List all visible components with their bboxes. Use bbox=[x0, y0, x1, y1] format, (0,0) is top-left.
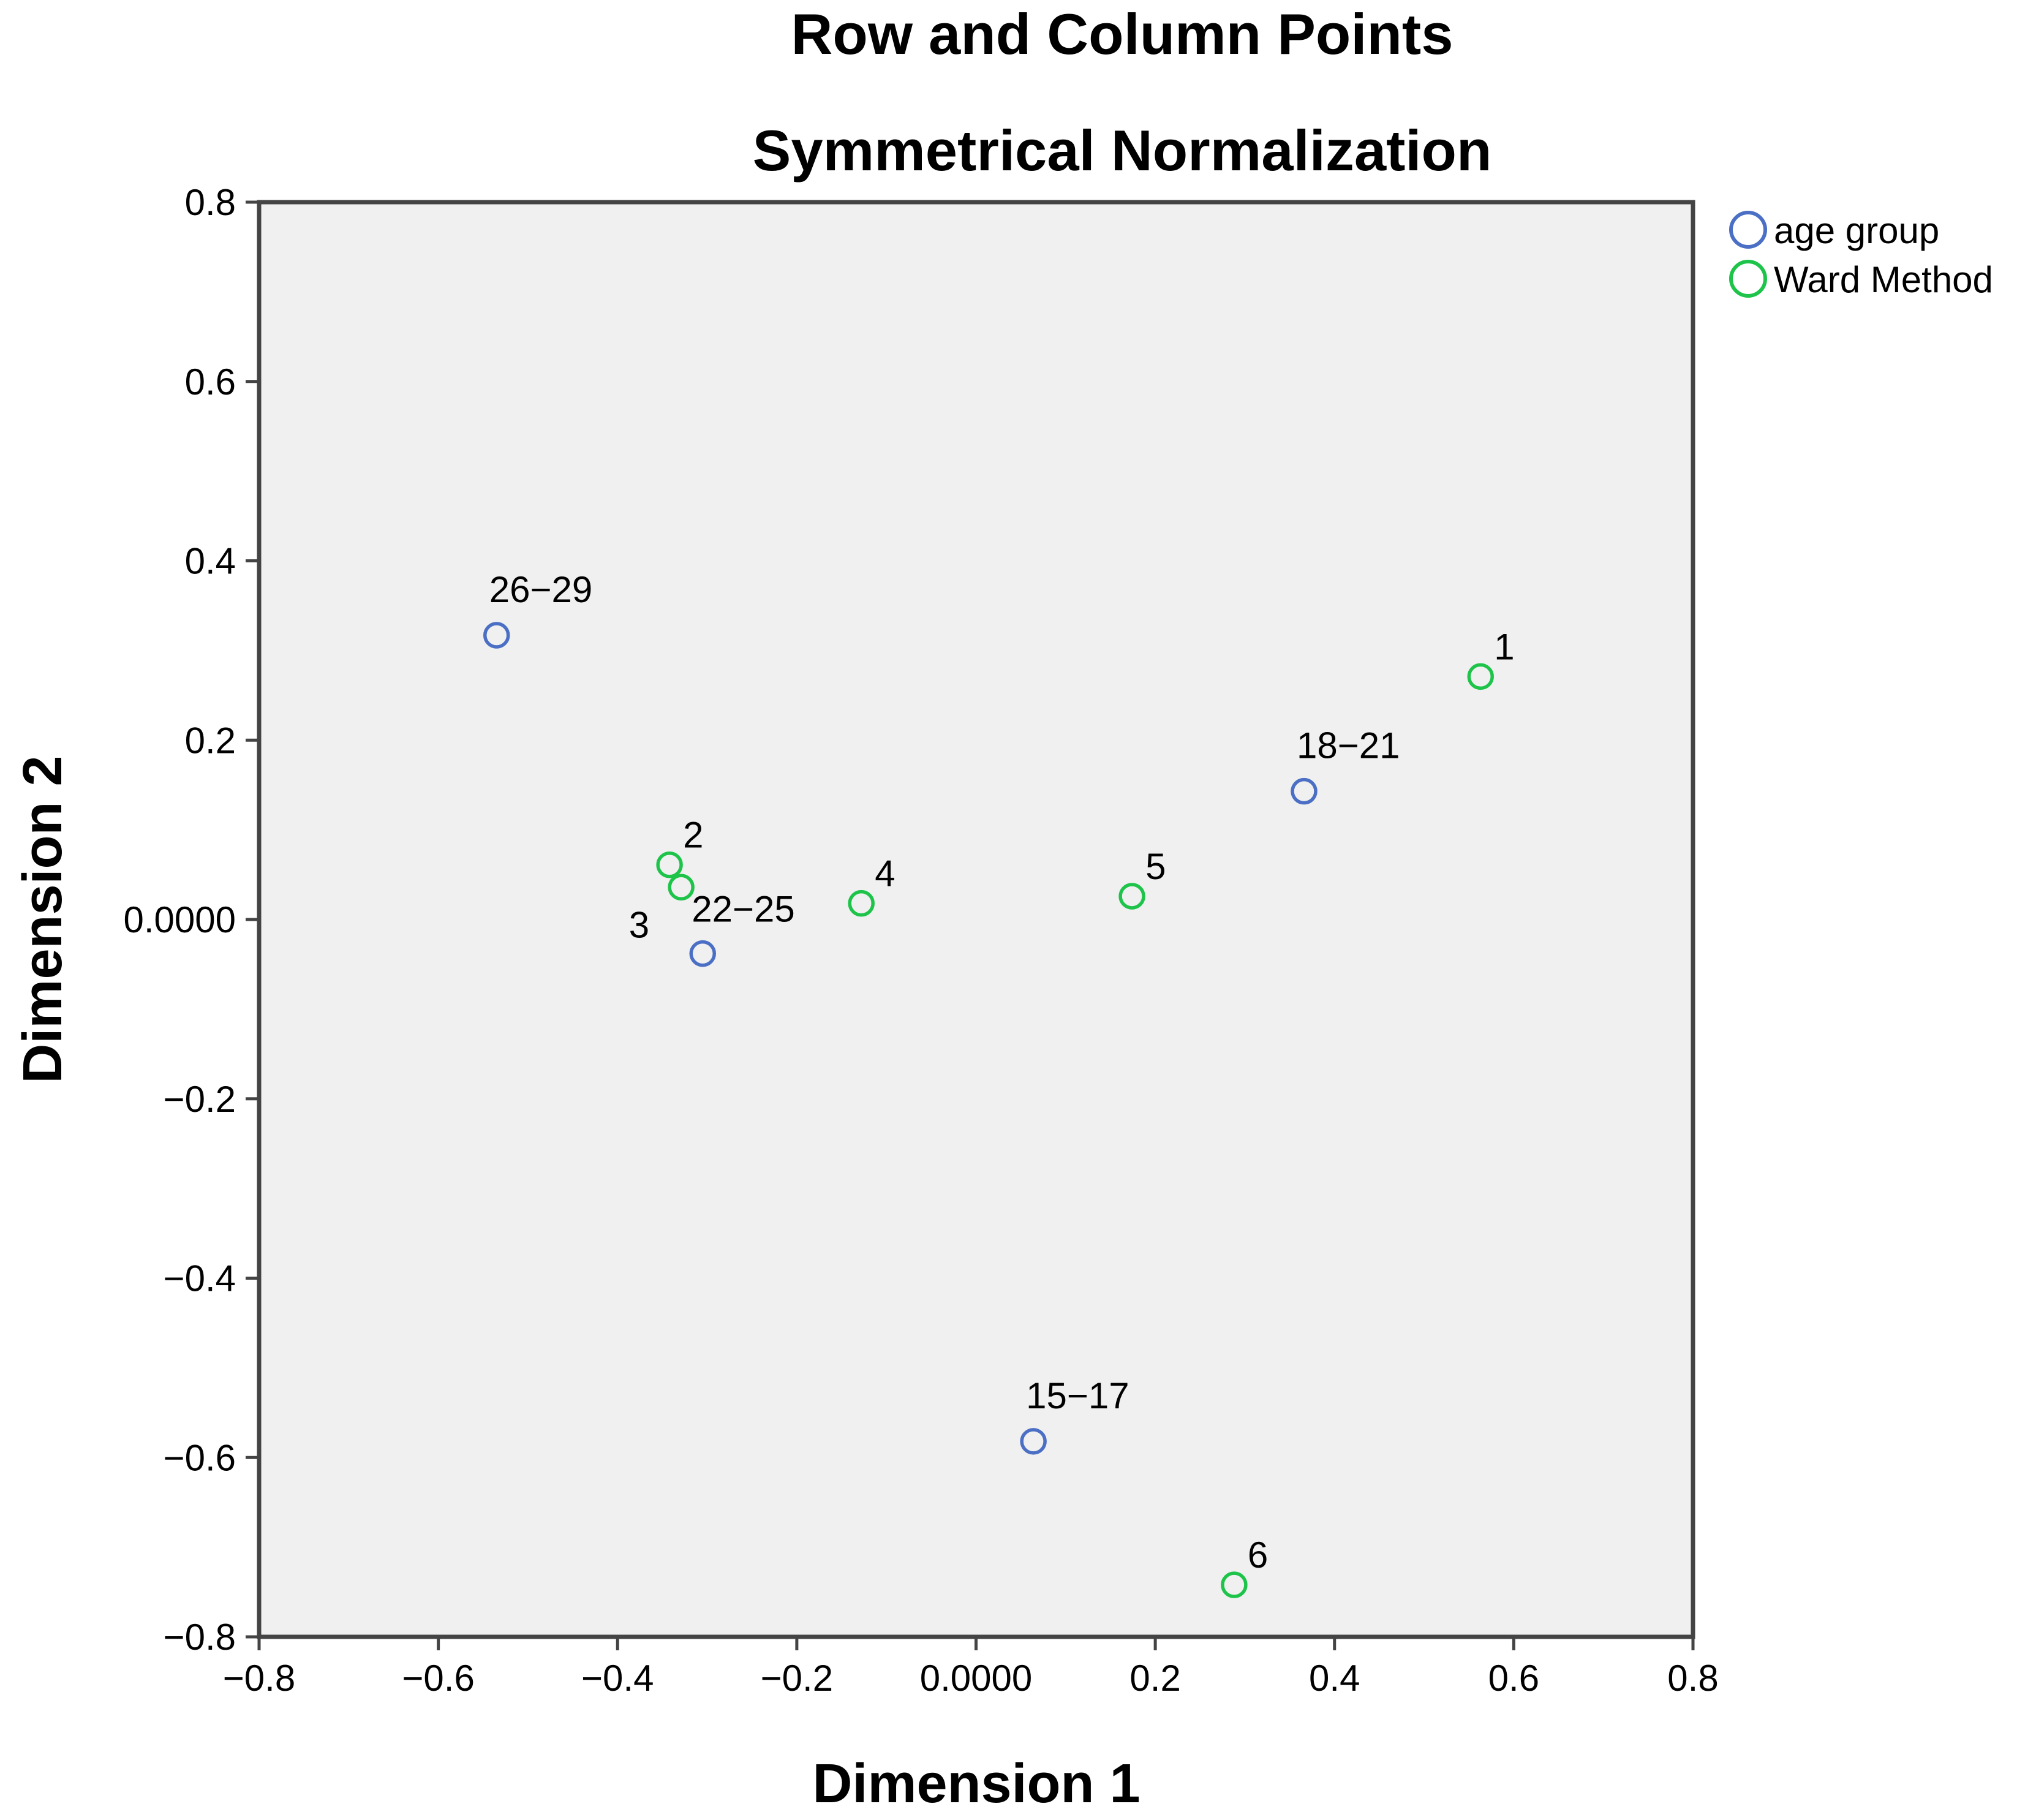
x-tick-label: −0.2 bbox=[761, 1658, 833, 1699]
point-label: 3 bbox=[629, 904, 649, 945]
y-axis-label: Dimension 2 bbox=[12, 755, 74, 1083]
legend-marker bbox=[1729, 260, 1767, 298]
x-tick-label: 0.8 bbox=[1667, 1658, 1718, 1699]
point-label: 22−25 bbox=[692, 889, 795, 930]
data-point bbox=[1467, 663, 1494, 690]
plot-area bbox=[257, 200, 1695, 1639]
data-points: 26−29 18−21 22−25 15−17 1 2 3 4 5 6 bbox=[483, 569, 1515, 1598]
data-point bbox=[483, 622, 510, 649]
y-tick-label: −0.8 bbox=[164, 1617, 236, 1658]
x-tick-label: 0.2 bbox=[1129, 1658, 1180, 1699]
x-tick-label: −0.6 bbox=[402, 1658, 474, 1699]
legend: age group Ward Method bbox=[1729, 210, 1993, 300]
x-axis-label: Dimension 1 bbox=[812, 1753, 1140, 1814]
data-point bbox=[848, 889, 875, 917]
x-tick-label: −0.4 bbox=[581, 1658, 654, 1699]
y-tick-label: 0.6 bbox=[185, 361, 236, 402]
y-tick-label: 0.4 bbox=[185, 541, 236, 582]
y-tick-label: −0.6 bbox=[164, 1437, 236, 1478]
data-point bbox=[1291, 777, 1318, 805]
point-label: 4 bbox=[875, 853, 895, 894]
legend-label: age group bbox=[1774, 210, 1939, 251]
x-tick-label: 0.0000 bbox=[920, 1658, 1033, 1699]
data-point bbox=[689, 940, 716, 967]
data-point bbox=[1020, 1428, 1047, 1455]
point-label: 26−29 bbox=[489, 569, 593, 610]
x-axis: −0.8 −0.6 −0.4 −0.2 0.0000 0.2 0.4 0.6 0.8 bbox=[223, 1637, 1719, 1699]
data-point bbox=[668, 874, 695, 901]
point-label: 5 bbox=[1145, 846, 1166, 887]
point-label: 1 bbox=[1494, 626, 1514, 667]
chart-title: Row and Column Points bbox=[791, 2, 1453, 66]
legend-label: Ward Method bbox=[1774, 259, 1993, 300]
point-label: 2 bbox=[683, 815, 703, 856]
y-tick-label: 0.2 bbox=[185, 720, 236, 761]
data-point bbox=[1118, 883, 1145, 910]
legend-marker bbox=[1729, 211, 1767, 249]
data-point bbox=[1221, 1571, 1248, 1598]
y-tick-label: 0.8 bbox=[185, 182, 236, 223]
y-tick-label: −0.4 bbox=[164, 1258, 236, 1299]
point-label: 18−21 bbox=[1297, 725, 1400, 766]
point-label: 6 bbox=[1248, 1535, 1268, 1576]
point-label: 15−17 bbox=[1026, 1375, 1129, 1416]
y-tick-label: −0.2 bbox=[164, 1079, 236, 1120]
x-tick-label: 0.6 bbox=[1488, 1658, 1539, 1699]
x-tick-label: 0.4 bbox=[1309, 1658, 1360, 1699]
data-point bbox=[656, 851, 683, 878]
y-axis: 0.8 0.6 0.4 0.2 0.0000 −0.2 −0.4 −0.6 −0.8 bbox=[123, 182, 259, 1658]
x-tick-label: −0.8 bbox=[223, 1658, 295, 1699]
y-tick-label: 0.0000 bbox=[123, 899, 236, 940]
chart-subtitle: Symmetrical Normalization bbox=[753, 118, 1492, 183]
